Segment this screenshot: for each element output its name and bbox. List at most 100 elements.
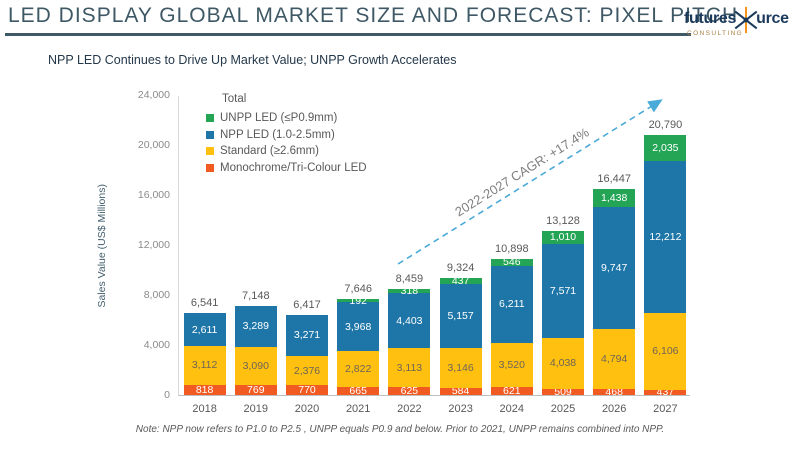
legend-title: Total	[222, 93, 247, 105]
title-underline	[5, 33, 691, 36]
segment-value-label: 584	[451, 385, 470, 398]
x-axis-label: 2024	[499, 403, 525, 415]
bar-total-label: 6,541	[190, 297, 219, 310]
x-axis-label: 2021	[345, 403, 371, 415]
bar-segment: 4,038	[542, 338, 584, 389]
bar-segment: 3,271	[286, 314, 328, 356]
segment-value-label: 509	[554, 385, 572, 398]
segment-value-label: 3,146	[447, 362, 474, 375]
bar-segment: 770	[286, 385, 328, 395]
segment-value-label: 437	[656, 386, 675, 399]
bar-segment: 468	[593, 386, 636, 399]
legend-label: NPP LED (1.0-2.5mm)	[220, 128, 335, 141]
bar-total-label: 9,324	[446, 262, 475, 275]
y-axis-tick-label: 0	[164, 389, 170, 401]
bar-segment: 3,113	[388, 348, 431, 388]
bar-total-label: 20,790	[648, 119, 683, 132]
bar-segment: 1,010	[542, 230, 584, 244]
bar-segment: 3,968	[337, 301, 380, 352]
segment-value-label: 3,520	[498, 359, 525, 372]
segment-value-label: 9,747	[601, 262, 628, 275]
segment-value-label: 3,271	[293, 329, 321, 342]
segment-value-label: 665	[349, 384, 367, 397]
legend-swatch	[206, 163, 214, 172]
bar-segment: 621	[490, 386, 533, 396]
x-axis-label: 2018	[192, 403, 217, 415]
segment-value-label: 437	[451, 275, 470, 288]
segment-value-label: 770	[298, 384, 316, 397]
bar-segment: 4,794	[593, 329, 636, 390]
segment-value-label: 1,438	[601, 192, 628, 205]
logo-text-right: urce	[756, 10, 789, 27]
logo-text-left: futures	[684, 10, 737, 27]
legend-item: Monochrome/Tri-Colour LED	[206, 160, 367, 177]
x-axis-label: 2027	[653, 403, 678, 415]
segment-value-label: 4,794	[601, 353, 628, 366]
legend-label: UNPP LED (≤P0.9mm)	[220, 112, 338, 125]
segment-value-label: 2,822	[345, 363, 372, 376]
legend-item: UNPP LED (≤P0.9mm)	[206, 110, 367, 127]
y-axis-tick-label: 4,000	[143, 339, 170, 351]
footnote: Note: NPP now refers to P1.0 to P2.5 , U…	[135, 424, 665, 435]
bar-segment: 4,403	[388, 293, 431, 349]
bar-segment: 6,211	[490, 265, 533, 344]
segment-value-label: 3,968	[345, 320, 372, 333]
x-axis-label: 2022	[397, 403, 422, 415]
segment-value-label: 2,035	[652, 141, 679, 154]
y-axis-title-wrap: Sales Value (US$ Millions)	[96, 96, 108, 396]
y-axis-title: Sales Value (US$ Millions)	[96, 184, 108, 308]
y-axis-tick-label: 24,000	[137, 89, 170, 101]
segment-value-label: 7,571	[549, 284, 577, 297]
bar-segment: 2,611	[183, 313, 226, 346]
bar-total-label: 6,417	[293, 298, 321, 311]
segment-value-label: 318	[400, 285, 419, 298]
segment-value-label: 6,106	[652, 345, 679, 358]
bar-segment: 3,146	[439, 348, 482, 388]
bar-segment: 3,289	[234, 305, 277, 347]
chart-subtitle: NPP LED Continues to Drive Up Market Val…	[48, 53, 457, 67]
bar-segment: 2,822	[337, 351, 380, 387]
bar-segment: 6,106	[644, 313, 687, 390]
bar-segment: 3,112	[183, 345, 226, 385]
bar-segment: 1,438	[593, 189, 636, 208]
legend-label: Monochrome/Tri-Colour LED	[220, 161, 367, 174]
bar-total-label: 8,459	[395, 273, 424, 286]
bar-segment: 546	[490, 256, 533, 269]
segment-value-label: 5,157	[447, 310, 474, 323]
logo-tagline: CONSULTING	[687, 30, 744, 37]
segment-value-label: 3,113	[396, 361, 423, 374]
bar-total-label: 7,646	[344, 283, 372, 296]
segment-value-label: 2,611	[191, 323, 218, 336]
bar-segment: 437	[644, 386, 687, 399]
star-burst-icon	[734, 6, 758, 34]
bar-segment: 12,212	[644, 160, 687, 314]
x-axis-label: 2025	[550, 403, 576, 415]
x-axis-label: 2019	[243, 403, 269, 415]
bar-segment: 5,157	[439, 283, 482, 349]
bar-segment: 2,376	[286, 355, 328, 386]
segment-value-label: 625	[400, 385, 419, 398]
legend-item: Standard (≥2.6mm)	[206, 143, 367, 160]
segment-value-label: 6,211	[499, 298, 525, 311]
legend-swatch	[206, 130, 214, 139]
bar-segment: 665	[337, 384, 380, 397]
y-axis-tick-label: 12,000	[137, 239, 170, 251]
segment-value-label: 3,289	[242, 320, 269, 333]
bar-total-label: 16,447	[597, 173, 632, 186]
bar-segment: 9,747	[593, 207, 636, 330]
bar-segment: 625	[388, 385, 431, 398]
bar-segment: 2,035	[644, 135, 687, 161]
segment-value-label: 546	[503, 256, 521, 269]
bar-total-label: 7,148	[242, 289, 270, 302]
legend-label: Standard (≥2.6mm)	[220, 145, 319, 158]
bar-segment: 3,520	[490, 343, 533, 388]
legend-item: NPP LED (1.0-2.5mm)	[206, 127, 367, 144]
segment-value-label: 468	[605, 386, 623, 399]
bar-segment: 584	[439, 385, 482, 398]
segment-value-label: 2,376	[293, 364, 321, 377]
segment-value-label: 192	[349, 294, 367, 307]
bar-total-label: 13,128	[546, 214, 580, 227]
x-axis-label: 2023	[448, 403, 473, 415]
segment-value-label: 3,090	[242, 360, 269, 373]
chart-legend: Total UNPP LED (≤P0.9mm) NPP LED (1.0-2.5…	[206, 93, 367, 176]
